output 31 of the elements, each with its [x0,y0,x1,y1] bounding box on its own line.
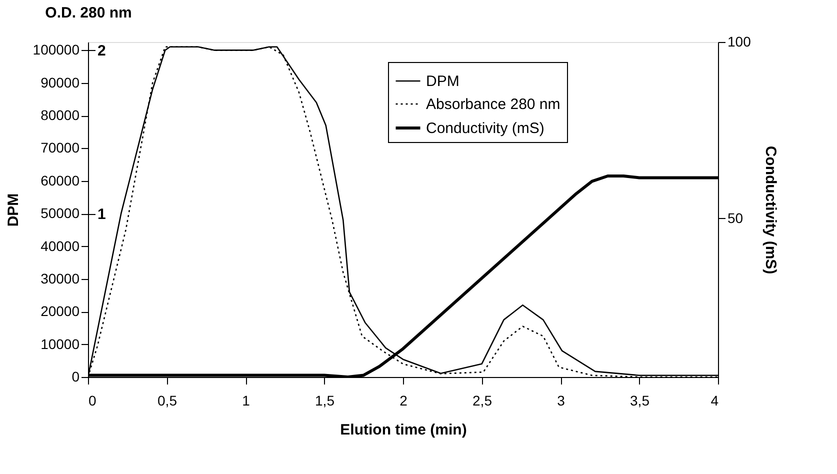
legend-label: DPM [426,73,460,90]
x-axis-title: Elution time (min) [340,422,467,438]
y3-tick-label: 1 [98,206,106,224]
x-tick-label: 0 [88,392,96,408]
x-tick-label: 0,5 [158,392,178,408]
y-tick-label: 100000 [32,42,80,58]
x-tick-label: 3,5 [630,392,650,408]
x-tick-label: 2,5 [472,392,492,408]
y-tick-label: 70000 [40,140,80,156]
y-tick-label: 30000 [40,270,80,286]
y-tick-label: 20000 [40,303,80,320]
y-tick-label: 90000 [40,74,80,90]
y-tick-label: 50000 [40,205,80,222]
y-tick-label: 10000 [40,336,80,352]
legend-label: Absorbance 280 nm [426,96,560,113]
y2-tick-label: 50 [728,210,744,226]
y-tick-label: 80000 [40,107,80,124]
x-tick-label: 1,5 [315,392,335,408]
y3-tick-label: 2 [98,42,106,60]
y-tick-label: 0 [72,368,80,384]
legend-label: Conductivity (mS) [426,120,544,137]
x-tick-label: 2 [400,392,408,408]
x-tick-label: 1 [242,392,250,408]
y-axis-title: DPM [4,193,22,227]
y2-axis-title: Conductivity (mS) [762,146,779,274]
x-tick-label: 3 [557,392,566,408]
x-tick-label: 4 [710,392,719,408]
y3-axis-title: O.D. 280 nm [45,4,132,22]
y2-tick-label: 100 [728,34,752,50]
y-tick-label: 60000 [40,172,80,188]
y-tick-label: 40000 [40,238,80,254]
